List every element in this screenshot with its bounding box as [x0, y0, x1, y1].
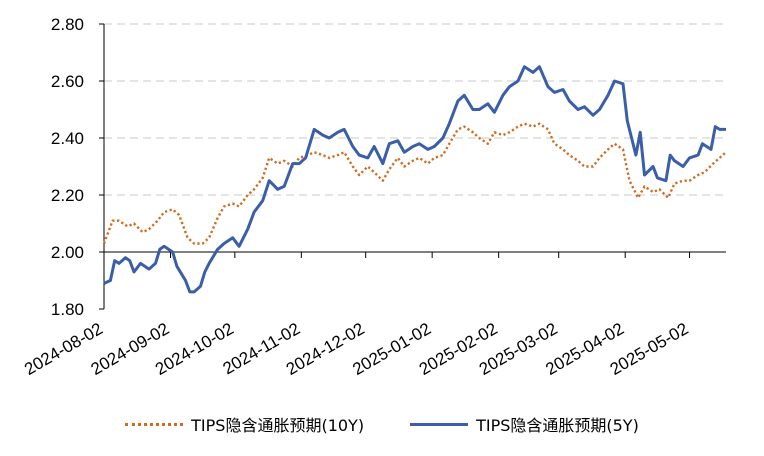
y-tick-label-2.80: 2.80	[51, 15, 84, 34]
legend-label-10y: TIPS隐含通胀预期(10Y)	[191, 416, 365, 435]
legend-swatch-10y	[125, 422, 184, 426]
axes	[99, 23, 726, 310]
gridlines	[104, 23, 726, 196]
y-tick-labels: 1.80 2.00 2.20 2.40 2.60 2.80	[51, 15, 84, 319]
legend-label-5y: TIPS隐含通胀预期(5Y)	[476, 416, 639, 435]
legend-item-5y: TIPS隐含通胀预期(5Y)	[410, 412, 639, 436]
line-chart: 1.80 2.00 2.20 2.40 2.60 2.80 2024-08-022024-…	[21, 15, 727, 379]
y-tick-label-2.00: 2.00	[51, 243, 84, 262]
series-lines	[102, 65, 727, 294]
legend-item-10y: TIPS隐含通胀预期(10Y)	[125, 412, 364, 436]
y-tick-label-1.80: 1.80	[51, 300, 84, 319]
series-line-5y	[103, 65, 726, 294]
series-line-10y	[102, 122, 727, 245]
y-tick-label-2.60: 2.60	[51, 72, 84, 91]
y-tick-label-2.20: 2.20	[51, 186, 84, 205]
legend-swatch-5y	[410, 422, 469, 426]
legend: TIPS隐含通胀预期(10Y) TIPS隐含通胀预期(5Y)	[0, 412, 764, 436]
x-tick-labels: 2024-08-022024-09-022024-10-022024-11-02…	[21, 319, 691, 379]
y-tick-label-2.40: 2.40	[51, 129, 84, 148]
